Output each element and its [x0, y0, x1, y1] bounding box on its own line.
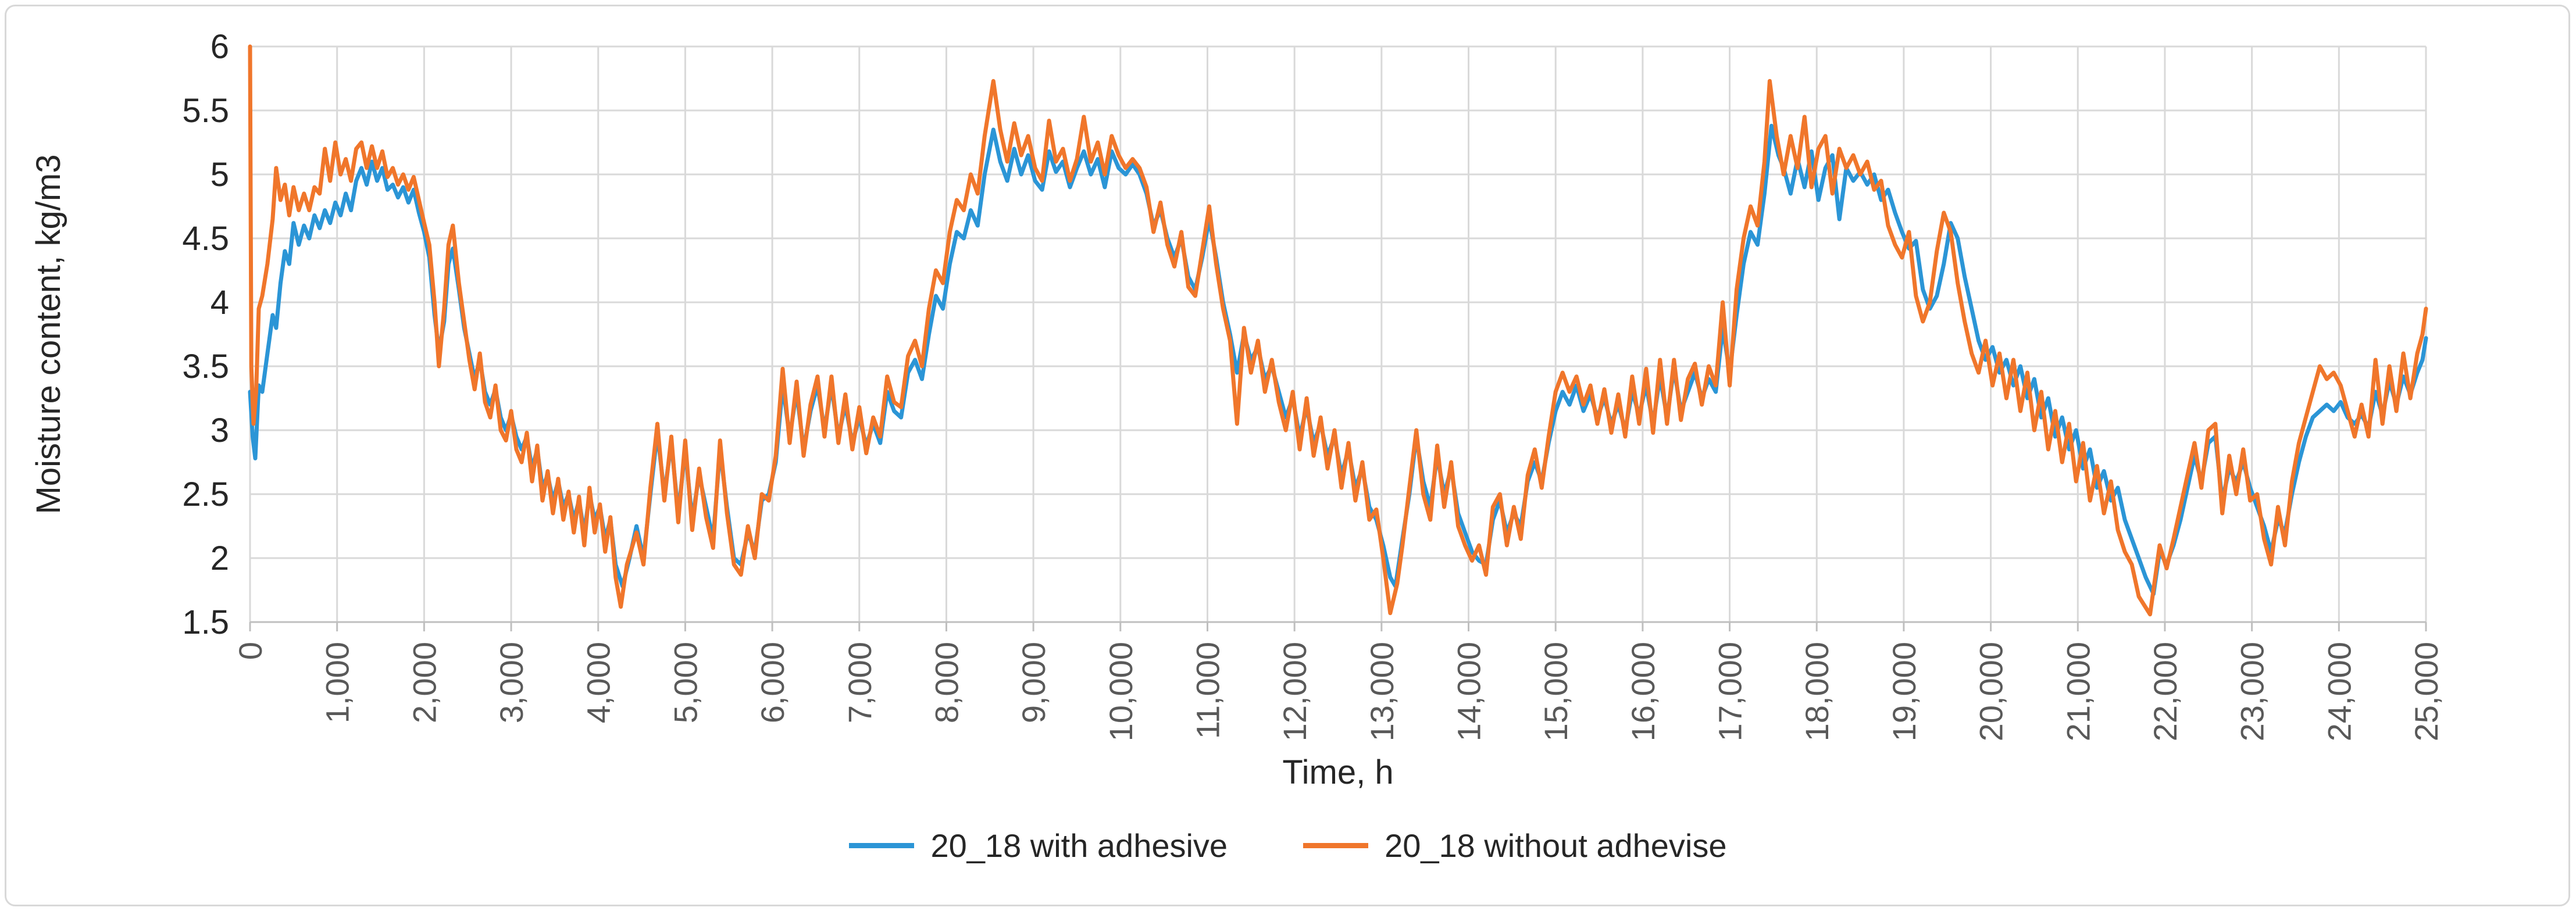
x-tick-label: 24,000: [2321, 642, 2357, 741]
x-tick-label: 20,000: [1973, 642, 2010, 741]
legend-line-swatch-orange: [1303, 843, 1369, 848]
y-tick-label: 2: [210, 540, 229, 577]
x-tick-label: 17,000: [1712, 642, 1749, 741]
y-axis-title: Moisture content, kg/m3: [30, 155, 67, 515]
x-tick-label: 16,000: [1625, 642, 1661, 741]
chart-graphics: 0 1,000 2,000 3,000 4,000 5,000 6,000 7,000 8,00…: [182, 28, 2445, 741]
x-tick-label: 21,000: [2060, 642, 2096, 741]
x-tick-label: 19,000: [1886, 642, 1922, 741]
x-tick-label: 11,000: [1189, 642, 1226, 739]
legend-item-with-adhesive: 20_18 with adhesive: [849, 827, 1228, 864]
x-axis-title: Time, h: [1282, 753, 1393, 791]
y-tick-label: 5: [210, 156, 229, 194]
x-tick-label: 22,000: [2147, 642, 2183, 741]
x-tick-label: 8,000: [928, 642, 965, 723]
x-tick-label: 23,000: [2234, 642, 2271, 741]
figure-border: [5, 5, 2570, 906]
x-tick-label: 4,000: [580, 642, 617, 723]
x-tick-label: 25,000: [2408, 642, 2445, 741]
x-tick-label: 12,000: [1276, 642, 1313, 741]
y-tick-label: 3: [210, 412, 229, 449]
x-tick-label: 15,000: [1537, 642, 1574, 741]
x-tick-label: 9,000: [1015, 642, 1052, 723]
legend-label-without-adhesive: 20_18 without adhevise: [1385, 827, 1727, 864]
y-tick-label: 3.5: [182, 348, 229, 385]
y-tick-label: 1.5: [182, 603, 229, 641]
x-tick-label: 7,000: [841, 642, 878, 723]
x-tick-label: 0: [232, 642, 269, 660]
x-tick-label: 13,000: [1364, 642, 1400, 741]
x-tick-label: 1,000: [319, 642, 356, 723]
y-tick-label: 4: [210, 284, 229, 321]
series-line-without-adhesive: [248, 44, 2428, 617]
x-tick-label: 6,000: [754, 642, 791, 723]
x-tick-label: 5,000: [667, 642, 704, 723]
legend-line-swatch-blue: [849, 843, 915, 848]
x-tick-label: 18,000: [1799, 642, 1835, 741]
x-tick-label: 3,000: [493, 642, 530, 723]
legend-label-with-adhesive: 20_18 with adhesive: [930, 827, 1228, 864]
y-tick-label: 6: [210, 28, 229, 66]
x-tick-label: 14,000: [1451, 642, 1487, 741]
y-tick-label: 2.5: [182, 476, 229, 513]
y-tick-label: 4.5: [182, 220, 229, 258]
x-tick-label: 10,000: [1103, 642, 1139, 741]
legend-item-without-adhesive: 20_18 without adhevise: [1303, 827, 1727, 864]
legend: 20_18 with adhesive 20_18 without adhevi…: [0, 827, 2576, 864]
x-tick-label: 2,000: [406, 642, 443, 723]
y-tick-label: 5.5: [182, 92, 229, 130]
